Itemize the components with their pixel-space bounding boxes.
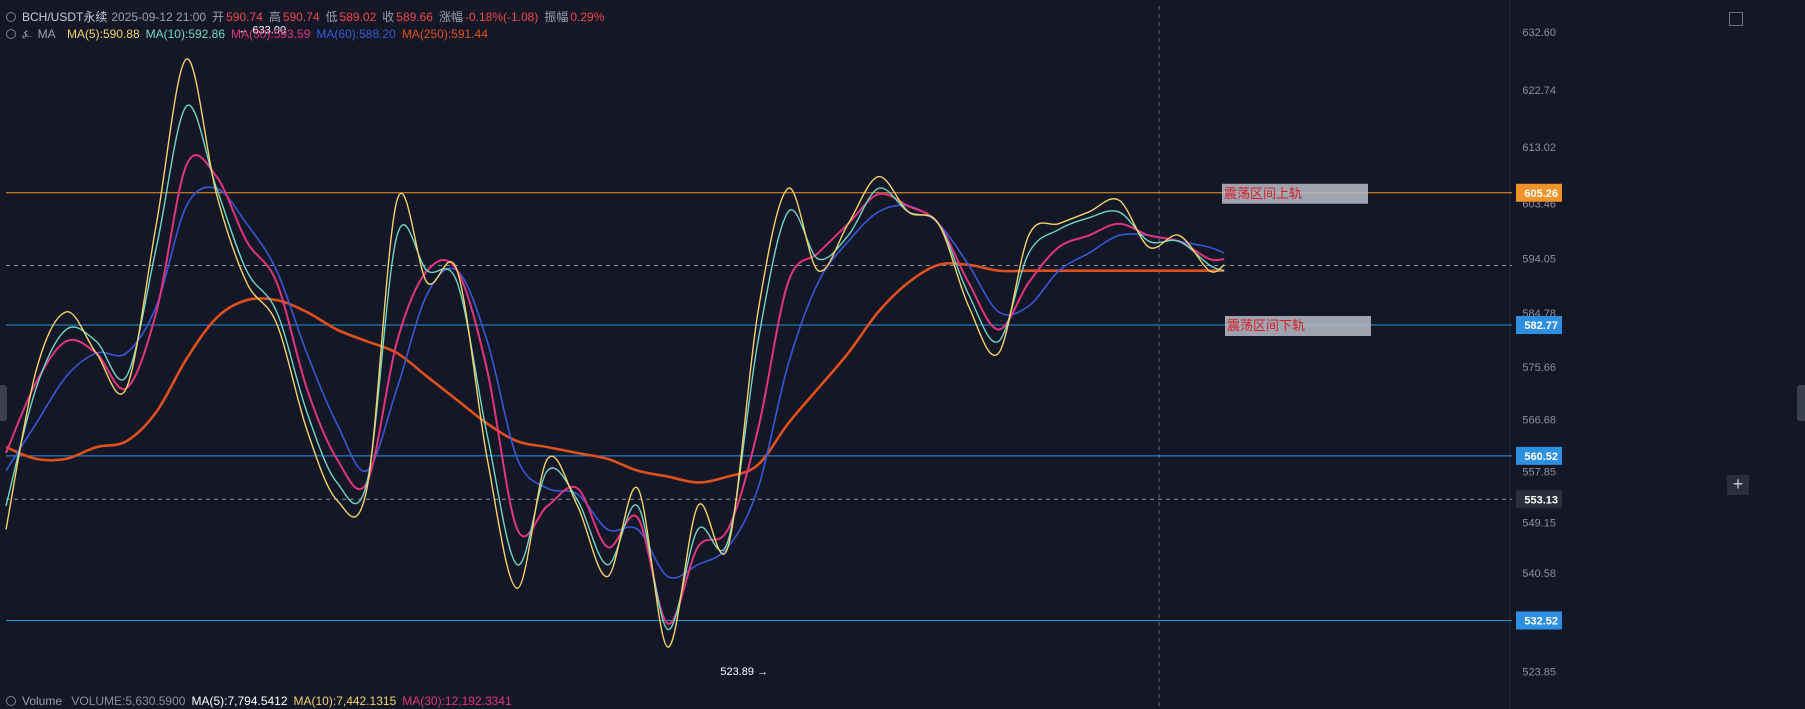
price-level-tag-label: 605.26 <box>1524 188 1558 200</box>
open-label: 开 <box>212 10 225 24</box>
ma-legend: ⍼ MA MA(5):590.88 MA(10):592.86 MA(30):593.… <box>6 27 494 42</box>
series-line-ma5 <box>5 58 1225 648</box>
ma-legend-item-1: MA(10):592.86 <box>145 27 226 41</box>
price-level-tag-label: 532.52 <box>1524 615 1558 627</box>
volume-legend: Volume VOLUME:5,630.5900 MA(5):7,794.5412… <box>6 694 518 708</box>
price-level-tag <box>1516 490 1562 509</box>
y-tick-label: 632.60 <box>1522 27 1556 39</box>
range-annotation-box <box>1221 183 1368 204</box>
series-line-ma60 <box>5 186 1225 579</box>
price-level-tag <box>1516 316 1562 335</box>
volume-legend-item-2: MA(10):7,442.1315 <box>293 694 397 708</box>
amplitude-value: 0.29% <box>570 10 605 24</box>
alert-bell-icon[interactable]: ⍼ <box>22 29 32 41</box>
volume-legend-item-3: MA(30):12,192.3341 <box>402 694 512 708</box>
open-value: 590.74 <box>226 10 263 24</box>
series-line-ma10 <box>5 104 1225 631</box>
change-label: 涨幅 <box>438 10 463 24</box>
range-annotation-box <box>1224 316 1371 337</box>
price-level-tag-label: 560.52 <box>1524 451 1558 463</box>
range-annotation-label: 震荡区间上轨 <box>1224 187 1302 202</box>
close-value: 589.66 <box>396 10 433 24</box>
price-level-lines <box>6 192 1512 621</box>
series-line-ma250 <box>5 262 1225 484</box>
y-tick-label: 622.74 <box>1522 85 1556 97</box>
low-value: 589.02 <box>339 10 377 24</box>
y-tick-label: 594.05 <box>1522 254 1556 266</box>
high-label: 高 <box>268 10 281 24</box>
y-tick-label: 549.15 <box>1522 518 1556 530</box>
volume-legend-item-1: MA(5):7,794.5412 <box>191 694 288 708</box>
add-crosshair-icon[interactable]: + <box>1727 475 1749 495</box>
y-tick-label: 557.85 <box>1522 467 1556 479</box>
y-tick-label: 613.02 <box>1522 142 1556 154</box>
range-annotation-label: 震荡区间下轨 <box>1227 319 1305 334</box>
ma-legend-item-4: MA(250):591.44 <box>401 27 488 41</box>
extreme-price-label: ← 633.00 <box>238 25 286 37</box>
expand-icon[interactable] <box>1729 12 1743 26</box>
close-label: 收 <box>382 10 395 24</box>
symbol-label: BCH/USDT永续 <box>22 10 108 24</box>
price-level-tag-label: 582.77 <box>1524 320 1558 332</box>
ma-legend-item-3: MA(60):588.20 <box>316 27 396 41</box>
collapse-icon[interactable] <box>6 12 16 22</box>
volume-legend-item-0: VOLUME:5,630.5900 <box>71 694 186 708</box>
moving-average-lines <box>5 58 1225 648</box>
y-tick-label: 540.58 <box>1522 568 1556 580</box>
price-level-tag-label: 553.13 <box>1524 494 1558 506</box>
right-scroll-handle[interactable] <box>1797 385 1805 421</box>
low-label: 低 <box>325 10 338 24</box>
ohlc-header: BCH/USDT永续 2025-09-12 21:00 开 590.74 高 590.74… <box>6 8 610 25</box>
y-tick-label: 523.85 <box>1522 666 1556 678</box>
y-tick-label: 566.68 <box>1522 415 1556 427</box>
price-level-tag <box>1516 183 1562 202</box>
change-value: -0.18%(-1.08) <box>464 10 539 24</box>
left-scroll-handle[interactable] <box>0 385 7 421</box>
collapse-icon[interactable] <box>6 696 16 706</box>
y-tick-label: 575.66 <box>1522 362 1556 374</box>
price-level-tag <box>1516 446 1562 465</box>
datetime-label: 2025-09-12 21:00 <box>111 10 207 24</box>
volume-label: Volume <box>22 694 63 708</box>
price-axis: 632.60622.74613.02603.46594.05584.78575.… <box>1516 27 1562 678</box>
collapse-icon[interactable] <box>6 29 16 39</box>
price-level-tag <box>1516 611 1562 630</box>
ma-label: MA <box>37 27 56 41</box>
amplitude-label: 振幅 <box>544 10 569 24</box>
ma-legend-item-2: MA(30):593.59 <box>231 27 311 41</box>
ma-legend-item-0: MA(5):590.88 <box>66 27 140 41</box>
chart-grid <box>1158 0 1511 709</box>
extreme-price-label: 523.89 → <box>720 666 768 678</box>
high-value: 590.74 <box>282 10 320 24</box>
